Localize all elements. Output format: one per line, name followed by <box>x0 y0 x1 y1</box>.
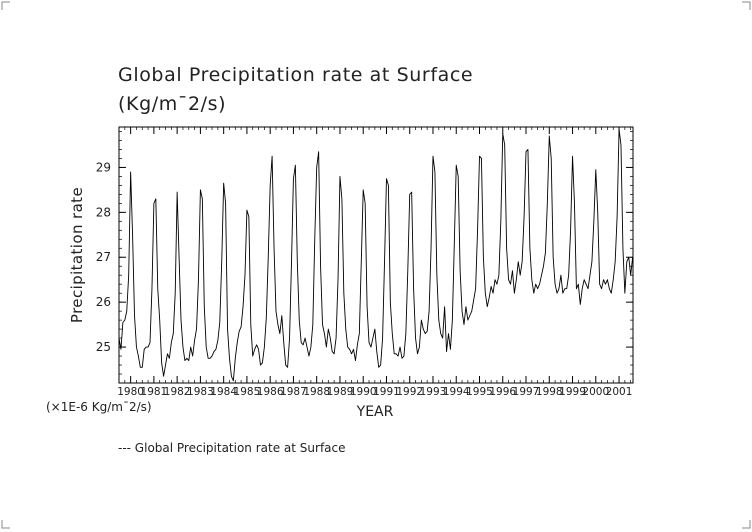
series-line <box>118 128 634 382</box>
chart-title: Global Precipitation rate at Surface <box>118 64 473 86</box>
x-tick-label: 1996 <box>489 386 516 398</box>
x-tick-label: 1995 <box>466 386 493 398</box>
legend-entry: --- Global Precipitation rate at Surface <box>118 441 346 455</box>
x-tick-label: 1994 <box>443 386 470 398</box>
x-tick-label: 1988 <box>303 386 330 398</box>
x-tick-label: 1999 <box>559 386 586 398</box>
x-tick-label: 1997 <box>513 386 540 398</box>
scale-note: (×1E-6 Kg/m¯2/s) <box>46 400 152 414</box>
x-tick-label: 2001 <box>606 386 633 398</box>
y-axis-label: Precipitation rate <box>68 187 86 323</box>
x-tick-label: 1987 <box>280 386 307 398</box>
x-tick-label: 1981 <box>141 386 168 398</box>
x-tick-label: 1985 <box>234 386 261 398</box>
plot-frame <box>118 126 634 384</box>
plot-area: 2526272829198019811982198319841985198619… <box>96 126 634 398</box>
y-tick-label: 26 <box>96 295 111 309</box>
x-tick-label: 1983 <box>187 386 214 398</box>
x-tick-label: 1982 <box>164 386 191 398</box>
x-tick-label: 1989 <box>327 386 354 398</box>
x-tick-label: 1986 <box>257 386 284 398</box>
x-tick-label: 1980 <box>117 386 144 398</box>
x-tick-label: 1991 <box>373 386 400 398</box>
x-tick-label: 1993 <box>420 386 447 398</box>
x-tick-label: 1990 <box>350 386 377 398</box>
x-tick-label: 2000 <box>582 386 609 398</box>
x-tick-label: 1992 <box>396 386 423 398</box>
y-tick-label: 29 <box>96 160 111 174</box>
x-tick-label: 1998 <box>536 386 563 398</box>
y-tick-label: 28 <box>96 205 111 219</box>
x-tick-label: 1984 <box>210 386 237 398</box>
chart-title-units: (Kg/m¯2/s) <box>118 93 226 115</box>
y-tick-label: 25 <box>96 340 111 354</box>
x-axis-label: YEAR <box>356 404 394 420</box>
y-tick-label: 27 <box>96 250 111 264</box>
